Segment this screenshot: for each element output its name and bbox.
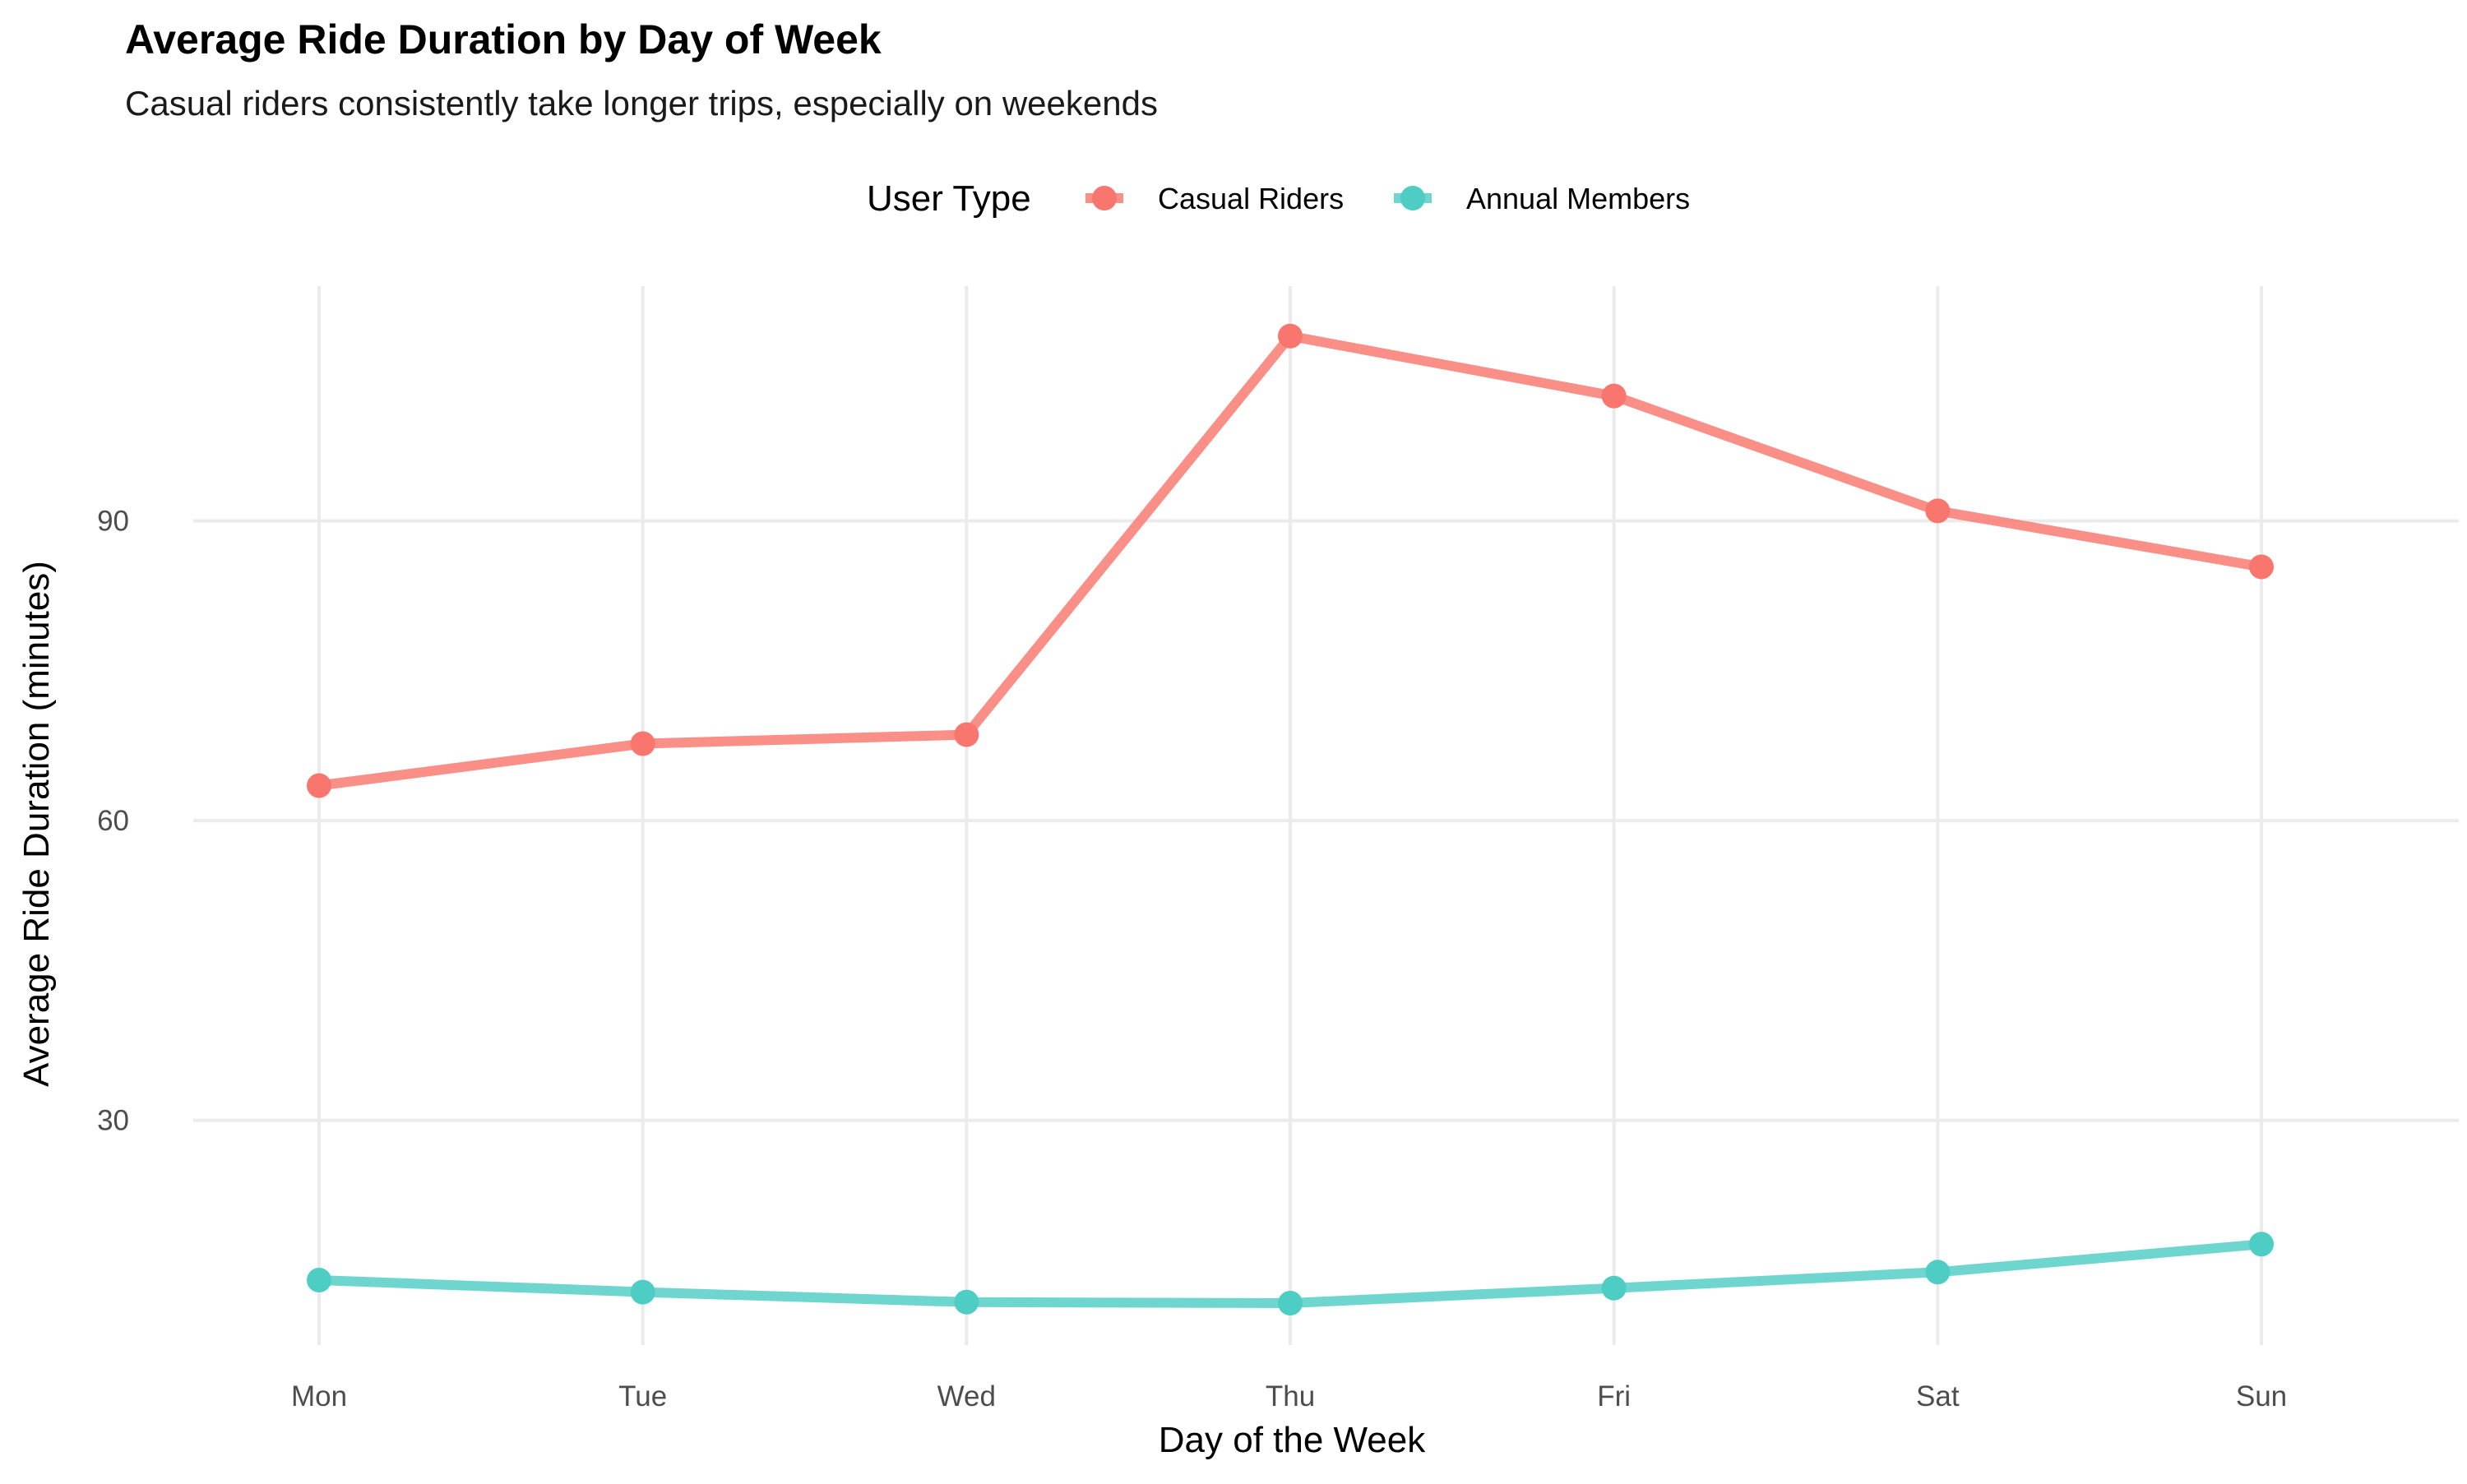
legend-key-point — [1092, 186, 1117, 210]
x-tick-label: Tue — [618, 1380, 667, 1412]
series-casual-riders — [307, 323, 2274, 798]
legend-label: Annual Members — [1466, 182, 1690, 215]
x-tick-label: Sun — [2236, 1380, 2287, 1412]
data-point — [1601, 1275, 1627, 1301]
series-layer — [307, 323, 2274, 1315]
data-point — [1278, 1290, 1303, 1315]
legend-item: Casual Riders — [1085, 182, 1344, 215]
legend: User Type Casual Riders Annual Members — [867, 178, 1690, 219]
x-axis-title: Day of the Week — [1159, 1420, 1426, 1460]
data-point — [954, 1289, 979, 1315]
y-axis-ticks: 30 60 90 — [97, 506, 129, 1137]
data-point — [307, 1268, 331, 1293]
data-point — [1925, 1260, 1951, 1285]
legend-title: User Type — [867, 178, 1031, 219]
x-tick-label: Sat — [1916, 1380, 1960, 1412]
series-annual-members — [307, 1232, 2274, 1315]
legend-items: Casual Riders Annual Members — [1085, 182, 1690, 215]
data-point — [954, 722, 979, 747]
y-tick-label: 60 — [97, 805, 129, 837]
x-tick-label: Fri — [1597, 1380, 1631, 1412]
data-point — [2249, 554, 2274, 580]
data-point — [630, 1279, 655, 1305]
chart-title: Average Ride Duration by Day of Week — [125, 16, 882, 62]
data-point — [630, 731, 655, 756]
x-tick-label: Mon — [291, 1380, 347, 1412]
y-axis-title: Average Ride Duration (minutes) — [16, 561, 57, 1087]
x-axis-ticks: Mon Tue Wed Thu Fri Sat Sun — [291, 1380, 2287, 1412]
legend-key-point — [1400, 186, 1425, 210]
data-point — [1925, 498, 1951, 524]
legend-label: Casual Riders — [1158, 182, 1344, 215]
x-tick-label: Thu — [1266, 1380, 1315, 1412]
data-point — [1278, 323, 1303, 349]
data-point — [307, 773, 331, 798]
y-tick-label: 90 — [97, 506, 129, 538]
data-point — [1601, 383, 1627, 409]
data-point — [2249, 1232, 2274, 1257]
x-tick-label: Wed — [937, 1380, 996, 1412]
y-tick-label: 30 — [97, 1105, 129, 1137]
gridlines — [193, 286, 2459, 1345]
chart-subtitle: Casual riders consistently take longer t… — [125, 84, 1158, 123]
legend-item: Annual Members — [1394, 182, 1690, 215]
